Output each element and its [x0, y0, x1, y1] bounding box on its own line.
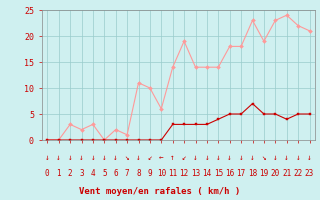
Text: ↘: ↘ — [261, 154, 266, 162]
Text: 2: 2 — [68, 170, 72, 179]
Text: ↓: ↓ — [239, 154, 244, 162]
Text: ↙: ↙ — [148, 154, 152, 162]
Text: 12: 12 — [180, 170, 189, 179]
Text: ↓: ↓ — [204, 154, 209, 162]
Text: 20: 20 — [271, 170, 280, 179]
Text: 16: 16 — [225, 170, 234, 179]
Text: 7: 7 — [125, 170, 129, 179]
Text: ↓: ↓ — [136, 154, 141, 162]
Text: 3: 3 — [79, 170, 84, 179]
Text: 9: 9 — [148, 170, 152, 179]
Text: 17: 17 — [236, 170, 246, 179]
Text: ↙: ↙ — [182, 154, 187, 162]
Text: ↓: ↓ — [45, 154, 50, 162]
Text: 4: 4 — [91, 170, 95, 179]
Text: 6: 6 — [113, 170, 118, 179]
Text: 0: 0 — [45, 170, 50, 179]
Text: ↘: ↘ — [125, 154, 129, 162]
Text: ↓: ↓ — [273, 154, 278, 162]
Text: 11: 11 — [168, 170, 177, 179]
Text: 8: 8 — [136, 170, 141, 179]
Text: 5: 5 — [102, 170, 107, 179]
Text: ↓: ↓ — [56, 154, 61, 162]
Text: 14: 14 — [202, 170, 212, 179]
Text: 22: 22 — [293, 170, 303, 179]
Text: ↓: ↓ — [228, 154, 232, 162]
Text: 13: 13 — [191, 170, 200, 179]
Text: ↓: ↓ — [113, 154, 118, 162]
Text: 10: 10 — [157, 170, 166, 179]
Text: ↑: ↑ — [170, 154, 175, 162]
Text: 15: 15 — [214, 170, 223, 179]
Text: ↓: ↓ — [250, 154, 255, 162]
Text: ↓: ↓ — [216, 154, 220, 162]
Text: ↓: ↓ — [193, 154, 198, 162]
Text: 19: 19 — [259, 170, 268, 179]
Text: ↓: ↓ — [91, 154, 95, 162]
Text: 18: 18 — [248, 170, 257, 179]
Text: ←: ← — [159, 154, 164, 162]
Text: ↓: ↓ — [284, 154, 289, 162]
Text: ↓: ↓ — [68, 154, 72, 162]
Text: 21: 21 — [282, 170, 291, 179]
Text: 1: 1 — [56, 170, 61, 179]
Text: ↓: ↓ — [79, 154, 84, 162]
Text: Vent moyen/en rafales ( km/h ): Vent moyen/en rafales ( km/h ) — [79, 187, 241, 196]
Text: ↓: ↓ — [102, 154, 107, 162]
Text: ↓: ↓ — [307, 154, 312, 162]
Text: 23: 23 — [305, 170, 314, 179]
Text: ↓: ↓ — [296, 154, 300, 162]
